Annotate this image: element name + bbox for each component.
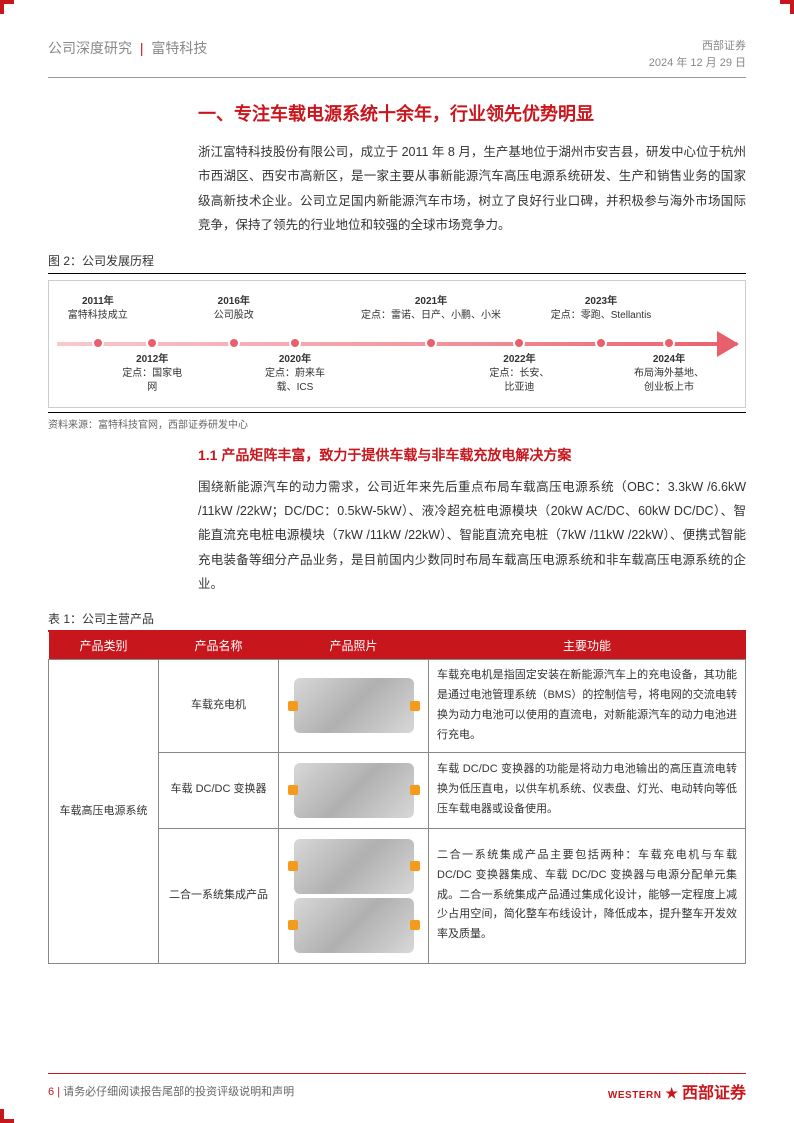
timeline-event-top: 2021年定点：雷诺、日产、小鹏、小米 xyxy=(361,295,501,323)
firm-name: 西部证券 xyxy=(649,38,746,55)
logo-chinese: 西部证券 xyxy=(682,1079,746,1103)
th-category: 产品类别 xyxy=(49,632,159,660)
header-right: 西部证券 2024 年 12 月 29 日 xyxy=(649,38,746,71)
product-image-placeholder xyxy=(294,839,414,894)
products-table: 产品类别 产品名称 产品照片 主要功能 车载高压电源系统车载充电机车载充电机是指… xyxy=(48,632,746,963)
timeline-event-top: 2023年定点：零跑、Stellantis xyxy=(551,295,652,323)
report-date: 2024 年 12 月 29 日 xyxy=(649,55,746,72)
cell-product-photo xyxy=(279,828,429,963)
timeline-dot xyxy=(595,337,607,349)
cell-product-name: 二合一系统集成产品 xyxy=(159,828,279,963)
th-name: 产品名称 xyxy=(159,632,279,660)
page-header: 公司深度研究 | 富特科技 西部证券 2024 年 12 月 29 日 xyxy=(48,38,746,78)
section-1-1-para: 围绕新能源汽车的动力需求，公司近年来先后重点布局车载高压电源系统（OBC：3.3… xyxy=(198,475,746,597)
page-footer: 6 | 请务必仔细阅读报告尾部的投资评级说明和声明 WESTERN ★ 西部证券 xyxy=(48,1073,746,1103)
section-1-1-title: 1.1 产品矩阵丰富，致力于提供车载与非车载充放电解决方案 xyxy=(198,445,746,465)
timeline-dot xyxy=(289,337,301,349)
footer-logo: WESTERN ★ 西部证券 xyxy=(608,1079,746,1103)
timeline-event-top: 2011年富特科技成立 xyxy=(68,295,128,323)
timeline-dot xyxy=(513,337,525,349)
timeline-dot xyxy=(228,337,240,349)
timeline: 2011年富特科技成立 2016年公司股改 2021年定点：雷诺、日产、小鹏、小米 2… xyxy=(48,280,746,408)
cell-product-photo xyxy=(279,660,429,752)
cell-category: 车载高压电源系统 xyxy=(49,660,159,963)
section-1-para: 浙江富特科技股份有限公司，成立于 2011 年 8 月，生产基地位于湖州市安吉县… xyxy=(198,140,746,238)
timeline-event-bottom: 2022年定点：长安、比亚迪 xyxy=(489,353,549,395)
company-name: 富特科技 xyxy=(151,40,207,56)
footer-left: 6 | 请务必仔细阅读报告尾部的投资评级说明和声明 xyxy=(48,1083,294,1099)
page-number: 6 xyxy=(48,1086,54,1098)
product-image-placeholder xyxy=(294,898,414,953)
logo-star-icon: ★ xyxy=(665,1085,678,1102)
timeline-event-bottom: 2020年定点：蔚来车载、ICS xyxy=(265,353,325,395)
product-image-placeholder xyxy=(294,678,414,733)
timeline-arrow xyxy=(57,342,737,346)
timeline-dot xyxy=(92,337,104,349)
logo-english: WESTERN xyxy=(608,1090,662,1101)
timeline-dot xyxy=(663,337,675,349)
section-1-title: 一、专注车载电源系统十余年，行业领先优势明显 xyxy=(198,100,746,126)
figure-2-source: 资料来源：富特科技官网，西部证券研发中心 xyxy=(48,412,746,431)
th-function: 主要功能 xyxy=(429,632,746,660)
cell-product-name: 车载 DC/DC 变换器 xyxy=(159,752,279,828)
product-image-placeholder xyxy=(294,763,414,818)
timeline-dot xyxy=(425,337,437,349)
table-row: 车载高压电源系统车载充电机车载充电机是指固定安装在新能源汽车上的充电设备，其功能… xyxy=(49,660,746,752)
timeline-arrowhead xyxy=(717,331,739,357)
timeline-dot xyxy=(146,337,158,349)
cell-product-name: 车载充电机 xyxy=(159,660,279,752)
table-1-caption: 表 1：公司主营产品 xyxy=(48,610,746,632)
timeline-event-bottom: 2012年定点：国家电网 xyxy=(122,353,182,395)
timeline-event-top: 2016年公司股改 xyxy=(214,295,254,323)
cell-product-function: 车载充电机是指固定安装在新能源汽车上的充电设备，其功能是通过电池管理系统（BMS… xyxy=(429,660,746,752)
header-divider: | xyxy=(140,40,144,56)
timeline-event-bottom: 2024年布局海外基地、创业板上市 xyxy=(634,353,704,395)
header-left: 公司深度研究 | 富特科技 xyxy=(48,38,207,58)
footer-disclaimer: 请务必仔细阅读报告尾部的投资评级说明和声明 xyxy=(63,1086,294,1098)
th-photo: 产品照片 xyxy=(279,632,429,660)
cell-product-function: 二合一系统集成产品主要包括两种：车载充电机与车载 DC/DC 变换器集成、车载 … xyxy=(429,828,746,963)
figure-2-caption: 图 2：公司发展历程 xyxy=(48,252,746,274)
table-header-row: 产品类别 产品名称 产品照片 主要功能 xyxy=(49,632,746,660)
cell-product-photo xyxy=(279,752,429,828)
doc-type: 公司深度研究 xyxy=(48,40,132,56)
cell-product-function: 车载 DC/DC 变换器的功能是将动力电池输出的高压直流电转换为低压直电，以供车… xyxy=(429,752,746,828)
